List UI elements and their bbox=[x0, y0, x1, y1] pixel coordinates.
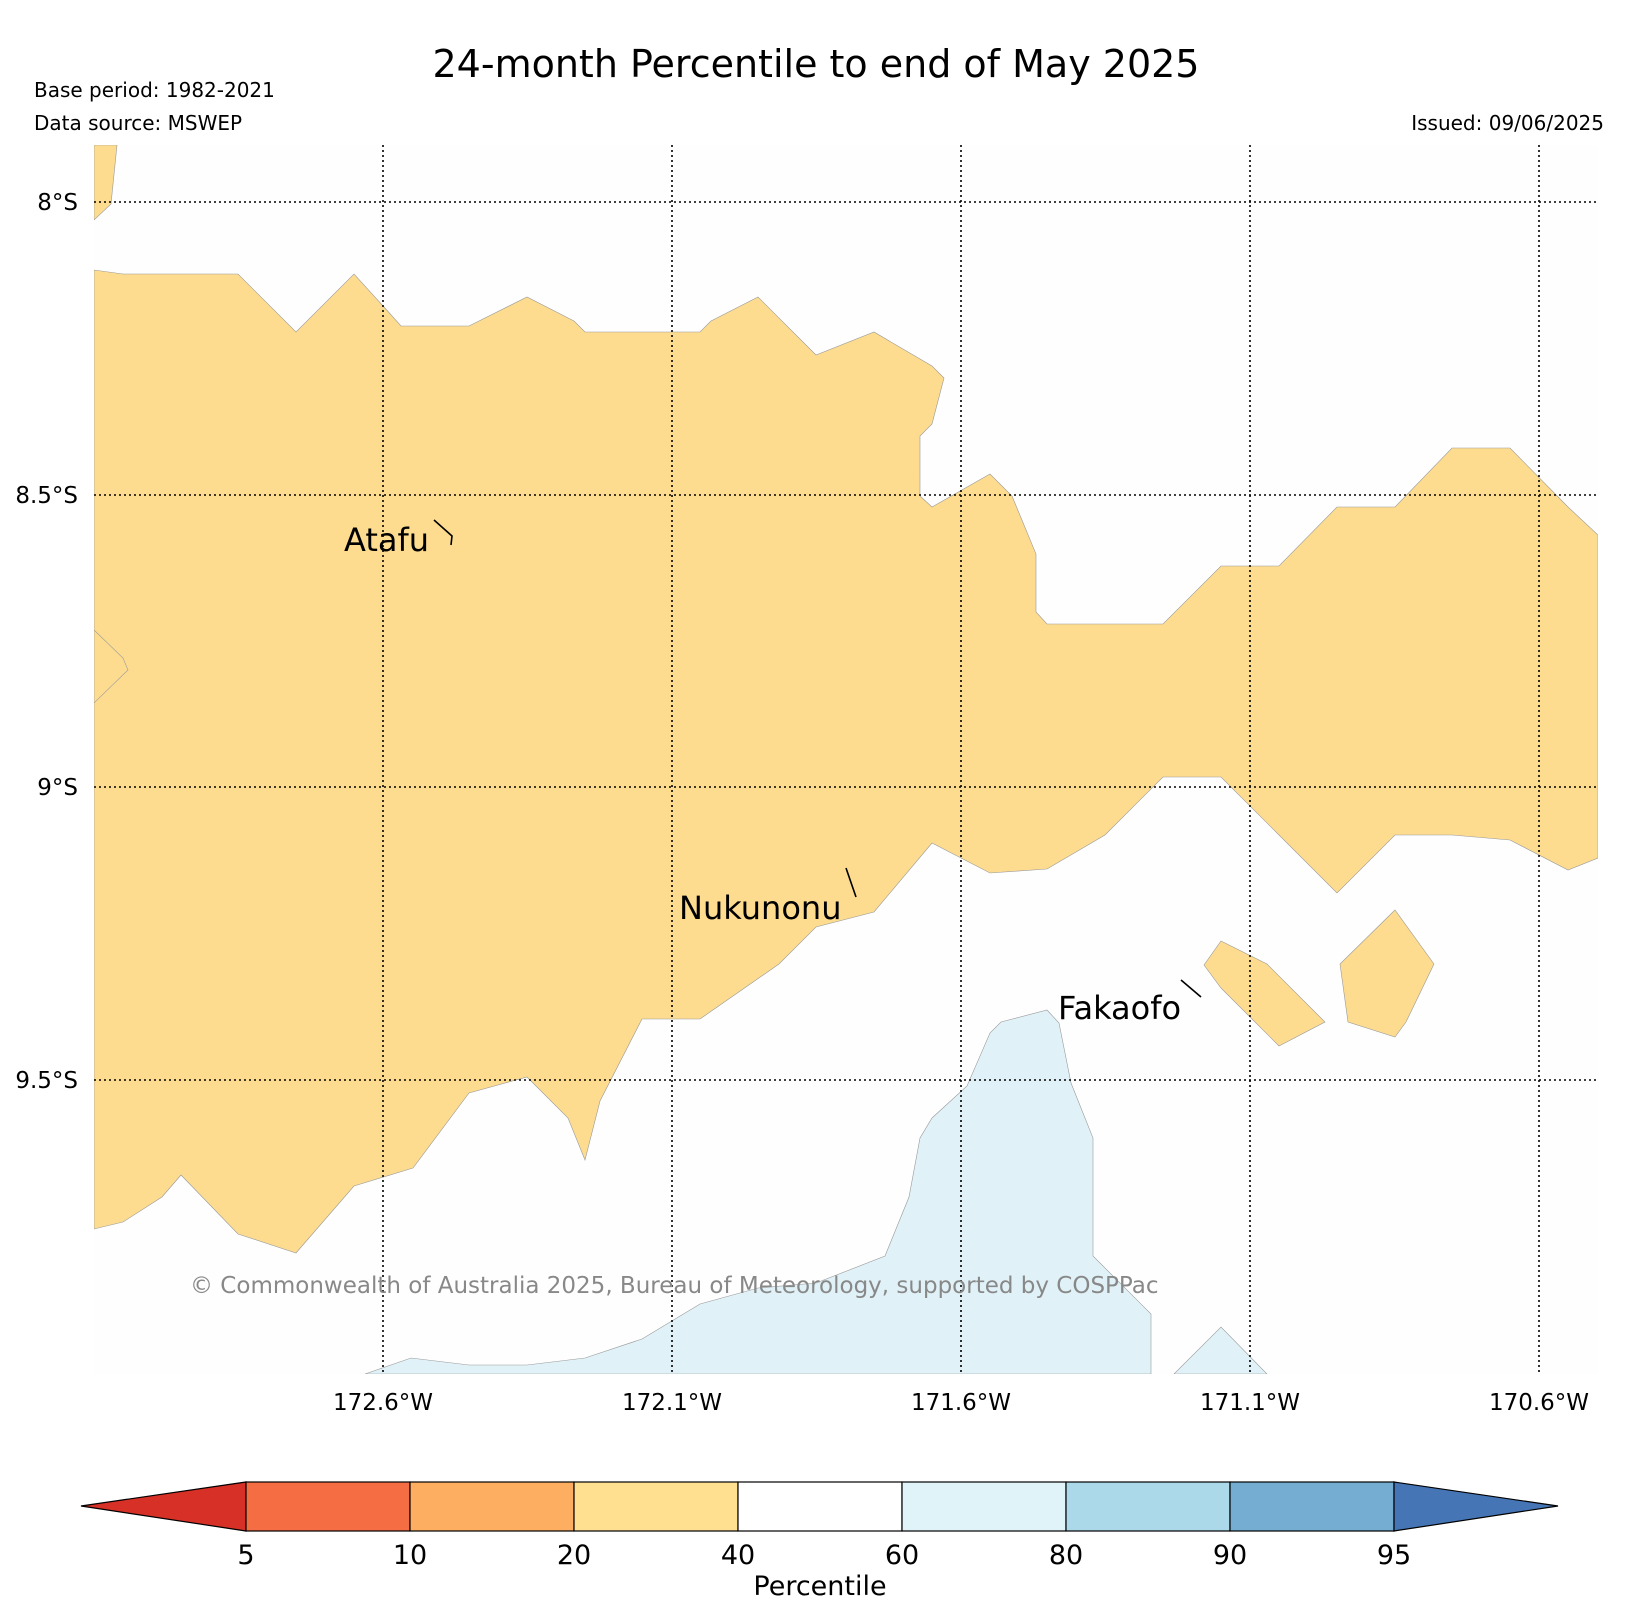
colorbar-segment bbox=[573, 1481, 739, 1532]
colorbar-tick: 80 bbox=[1049, 1540, 1083, 1571]
graticule bbox=[94, 145, 1598, 1374]
colorbar-segment bbox=[901, 1481, 1067, 1532]
chart-title: 24-month Percentile to end of May 2025 bbox=[432, 42, 1200, 86]
lat-label: 8°S bbox=[37, 190, 78, 216]
region-percentile-20-40-east-a bbox=[1203, 940, 1326, 1047]
colorbar-label: Percentile bbox=[753, 1571, 886, 1602]
place-label-nukunonu: Nukunonu bbox=[679, 889, 841, 927]
colorbar-tick: 10 bbox=[393, 1540, 427, 1571]
fakaofo-coastline bbox=[1180, 979, 1202, 998]
colorbar-extend-high bbox=[1393, 1481, 1559, 1532]
place-label-atafu: Atafu bbox=[344, 521, 429, 559]
lon-label: 171.1°W bbox=[1200, 1390, 1300, 1416]
lon-label: 171.6°W bbox=[911, 1390, 1011, 1416]
lon-label: 172.6°W bbox=[333, 1390, 433, 1416]
region-percentile-60-80 bbox=[364, 1009, 1268, 1374]
copyright-notice: © Commonwealth of Australia 2025, Bureau… bbox=[190, 1273, 1159, 1299]
nukunonu-coastline bbox=[845, 867, 857, 898]
place-label-fakaofo: Fakaofo bbox=[1058, 989, 1181, 1027]
atafu-coastline bbox=[433, 519, 453, 546]
region-percentile-20-40-east-b bbox=[1339, 909, 1435, 1038]
map-area bbox=[94, 145, 1598, 1374]
colorbar bbox=[80, 1481, 1559, 1532]
region-percentile-20-40 bbox=[94, 269, 1598, 1254]
colorbar-segment bbox=[1229, 1481, 1395, 1532]
base-period: Base period: 1982-2021 bbox=[34, 78, 275, 102]
lat-label: 9.5°S bbox=[15, 1068, 78, 1094]
issued-date: Issued: 09/06/2025 bbox=[1411, 111, 1604, 135]
colorbar-segment bbox=[1065, 1481, 1231, 1532]
colorbar-segment bbox=[737, 1481, 903, 1532]
colorbar-segment bbox=[409, 1481, 575, 1532]
lat-label: 9°S bbox=[37, 775, 78, 801]
colorbar-tick: 5 bbox=[237, 1540, 254, 1571]
colorbar-tick: 40 bbox=[721, 1540, 755, 1571]
lat-label: 8.5°S bbox=[15, 483, 78, 509]
data-source: Data source: MSWEP bbox=[34, 111, 243, 135]
colorbar-tick: 20 bbox=[557, 1540, 591, 1571]
atoll-coastlines bbox=[433, 519, 1202, 998]
colorbar-segment bbox=[245, 1481, 411, 1532]
colorbar-tick: 60 bbox=[885, 1540, 919, 1571]
colorbar-tick: 95 bbox=[1377, 1540, 1411, 1571]
colorbar-tick: 90 bbox=[1213, 1540, 1247, 1571]
colorbar-extend-low bbox=[80, 1481, 247, 1532]
lon-label: 170.6°W bbox=[1489, 1390, 1589, 1416]
lon-label: 172.1°W bbox=[622, 1390, 722, 1416]
